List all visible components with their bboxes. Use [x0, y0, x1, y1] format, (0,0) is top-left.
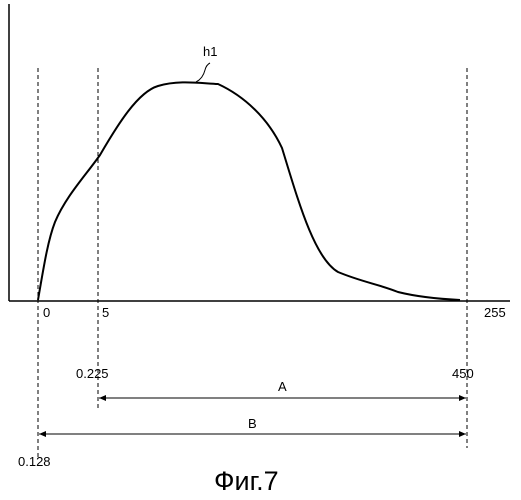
- value-label-0128: 0.128: [18, 454, 51, 469]
- tick-label-5: 5: [102, 305, 109, 320]
- tick-label-255: 255: [484, 305, 506, 320]
- value-label-450: 450: [452, 366, 474, 381]
- curve-label: h1: [203, 44, 217, 59]
- range-a-label: A: [278, 379, 287, 394]
- figure-caption: Фиг.7: [214, 466, 279, 496]
- range-b-label: B: [248, 416, 257, 431]
- tick-label-0: 0: [43, 305, 50, 320]
- h1-leader-line: [196, 63, 210, 82]
- histogram-curve-h1: [38, 82, 460, 300]
- value-label-0225: 0.225: [76, 366, 109, 381]
